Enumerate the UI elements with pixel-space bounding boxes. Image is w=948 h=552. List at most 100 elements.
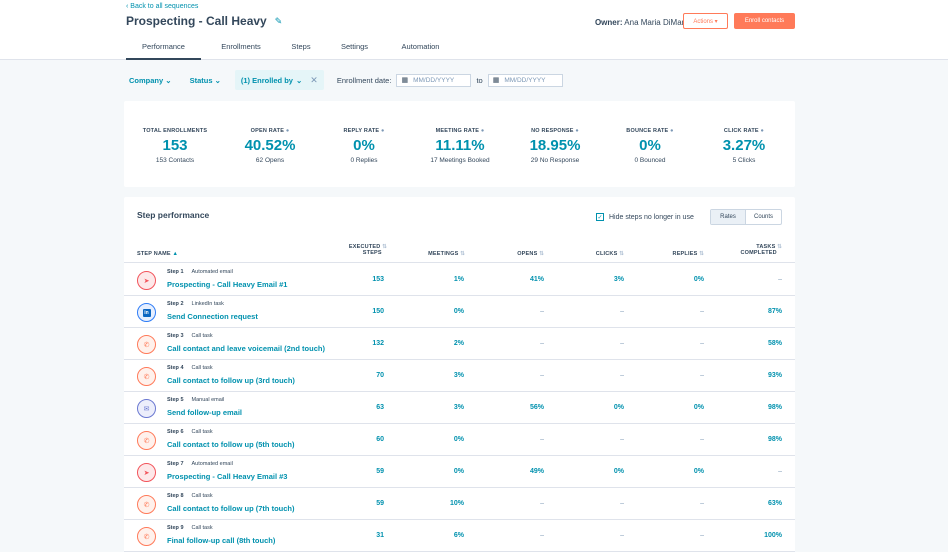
hide-unused-steps-toggle[interactable]: ✓ Hide steps no longer in use bbox=[596, 213, 694, 221]
start-date-input[interactable]: ▦ MM/DD/YYYY bbox=[396, 73, 472, 87]
phone-icon: ✆ bbox=[137, 527, 156, 546]
company-filter[interactable]: Company ⌄ bbox=[129, 75, 172, 85]
col-step-name[interactable]: STEP NAME ▲ bbox=[137, 251, 179, 257]
chevron-down-icon: ⌄ bbox=[165, 75, 172, 85]
rates-toggle-button[interactable]: Rates bbox=[711, 210, 746, 224]
step-name-link[interactable]: Call contact to follow up (7th touch) bbox=[167, 504, 295, 513]
step-meta: Step 2 LinkedIn task bbox=[167, 301, 224, 307]
actions-button[interactable]: Actions ▾ bbox=[683, 13, 728, 29]
enroll-contacts-button[interactable]: Enroll contacts bbox=[734, 13, 795, 29]
chevron-down-icon: ⌄ bbox=[295, 75, 303, 85]
tab-automation[interactable]: Automation bbox=[401, 42, 440, 51]
meetings-cell: 3% bbox=[453, 372, 464, 379]
executed-cell: 59 bbox=[376, 500, 384, 507]
step-name-link[interactable]: Call contact to follow up (3rd touch) bbox=[167, 376, 295, 385]
opens-cell: – bbox=[540, 308, 544, 315]
rates-counts-toggle: Rates Counts bbox=[710, 209, 782, 225]
clicks-cell: 0% bbox=[613, 468, 624, 475]
opens-cell: 49% bbox=[529, 468, 544, 475]
info-icon[interactable]: ● bbox=[760, 128, 765, 134]
enrolled-by-filter[interactable]: (1) Enrolled by ⌄ ✕ bbox=[234, 70, 324, 90]
step-name-link[interactable]: Call contact and leave voicemail (2nd to… bbox=[167, 344, 325, 353]
executed-cell: 153 bbox=[372, 276, 384, 283]
executed-cell: 60 bbox=[376, 436, 384, 443]
back-to-sequences-link[interactable]: ‹ Back to all sequences bbox=[126, 3, 199, 10]
replies-cell: – bbox=[700, 532, 704, 539]
opens-cell: – bbox=[540, 372, 544, 379]
executed-cell: 70 bbox=[376, 372, 384, 379]
checkbox-checked-icon[interactable]: ✓ bbox=[596, 213, 604, 221]
executed-cell: 132 bbox=[372, 340, 384, 347]
opens-cell: – bbox=[540, 436, 544, 443]
table-header: STEP NAME ▲ EXECUTED ⇅ STEPS MEETINGS ⇅ O… bbox=[124, 241, 795, 263]
col-opens[interactable]: OPENS ⇅ bbox=[517, 251, 544, 257]
tab-settings[interactable]: Settings bbox=[340, 42, 369, 51]
title-row: Prospecting - Call Heavy ✎ bbox=[126, 14, 282, 28]
calendar-icon: ▦ bbox=[492, 77, 500, 84]
status-filter[interactable]: Status ⌄ bbox=[189, 75, 221, 85]
step-name-link[interactable]: Send follow-up email bbox=[167, 408, 243, 417]
opens-cell: – bbox=[540, 500, 544, 507]
to-label: to bbox=[476, 75, 483, 85]
step-name-link[interactable]: Prospecting - Call Heavy Email #1 bbox=[167, 280, 288, 289]
replies-cell: – bbox=[700, 436, 704, 443]
replies-cell: – bbox=[700, 340, 704, 347]
step-name-link[interactable]: Prospecting - Call Heavy Email #3 bbox=[167, 472, 288, 481]
step-name-link[interactable]: Call contact to follow up (5th touch) bbox=[167, 440, 295, 449]
step-meta: Step 1 Automated email bbox=[167, 269, 233, 275]
col-replies[interactable]: REPLIES ⇅ bbox=[672, 251, 704, 257]
pencil-icon[interactable]: ✎ bbox=[274, 15, 283, 26]
summary-metrics-card: TOTAL ENROLLMENTS 153 153 Contacts OPEN … bbox=[124, 101, 795, 187]
page-header: ‹ Back to all sequences Prospecting - Ca… bbox=[0, 0, 948, 60]
col-executed-steps[interactable]: EXECUTED ⇅ STEPS bbox=[348, 244, 387, 256]
table-row: ✆ Step 6 Call task Call contact to follow u… bbox=[124, 424, 795, 456]
opens-cell: 56% bbox=[529, 404, 544, 411]
info-icon[interactable]: ● bbox=[480, 128, 485, 134]
step-name-link[interactable]: Send Connection request bbox=[167, 312, 258, 321]
tab-enrollments[interactable]: Enrollments bbox=[221, 42, 261, 51]
replies-cell: – bbox=[700, 500, 704, 507]
close-icon[interactable]: ✕ bbox=[310, 74, 318, 85]
sort-icon: ⇅ bbox=[699, 251, 704, 257]
step-performance-card: Step performance ✓ Hide steps no longer … bbox=[124, 197, 795, 552]
tasks-cell: 93% bbox=[767, 372, 782, 379]
tab-performance[interactable]: Performance bbox=[126, 40, 201, 60]
clicks-cell: – bbox=[620, 372, 624, 379]
opens-cell: 41% bbox=[529, 276, 544, 283]
tasks-cell: 98% bbox=[767, 404, 782, 411]
clicks-cell: – bbox=[620, 436, 624, 443]
info-icon[interactable]: ● bbox=[670, 128, 674, 134]
sort-icon: ⇅ bbox=[619, 251, 624, 257]
info-icon[interactable]: ● bbox=[575, 128, 579, 134]
col-meetings[interactable]: MEETINGS ⇅ bbox=[428, 251, 465, 257]
tab-bar: Performance Enrollments Steps Settings A… bbox=[126, 40, 453, 60]
executed-cell: 59 bbox=[376, 468, 384, 475]
metric-bounce-rate: BOUNCE RATE ● 0% 0 Bounced bbox=[626, 128, 674, 164]
linkedin-icon: in bbox=[137, 303, 156, 322]
step-name-link[interactable]: Final follow-up call (8th touch) bbox=[167, 536, 276, 545]
col-clicks[interactable]: CLICKS ⇅ bbox=[595, 251, 624, 257]
col-tasks-completed[interactable]: TASKS ⇅ COMPLETED bbox=[740, 244, 782, 256]
tasks-cell: 87% bbox=[767, 308, 782, 315]
tab-steps[interactable]: Steps bbox=[291, 42, 311, 51]
info-icon[interactable]: ● bbox=[285, 128, 290, 134]
meetings-cell: 10% bbox=[449, 500, 464, 507]
meetings-cell: 0% bbox=[453, 468, 464, 475]
executed-cell: 63 bbox=[376, 404, 384, 411]
page-title: Prospecting - Call Heavy bbox=[126, 14, 267, 28]
meetings-cell: 3% bbox=[453, 404, 464, 411]
meetings-cell: 1% bbox=[453, 276, 464, 283]
step-meta: Step 4 Call task bbox=[167, 365, 213, 371]
metric-open-rate: OPEN RATE ● 40.52% 62 Opens bbox=[244, 128, 296, 164]
replies-cell: – bbox=[700, 372, 704, 379]
sort-icon: ⇅ bbox=[460, 251, 465, 257]
counts-toggle-button[interactable]: Counts bbox=[753, 214, 773, 220]
opens-cell: – bbox=[540, 340, 544, 347]
step-meta: Step 9 Call task bbox=[167, 525, 213, 531]
phone-icon: ✆ bbox=[137, 495, 156, 514]
end-date-input[interactable]: ▦ MM/DD/YYYY bbox=[487, 73, 563, 87]
info-icon[interactable]: ● bbox=[381, 128, 385, 134]
filter-bar: Company ⌄ Status ⌄ (1) Enrolled by ⌄ ✕ E… bbox=[124, 70, 563, 90]
executed-cell: 150 bbox=[372, 308, 384, 315]
table-row: ✆ Step 9 Call task Final follow-up call (8t… bbox=[124, 520, 795, 552]
